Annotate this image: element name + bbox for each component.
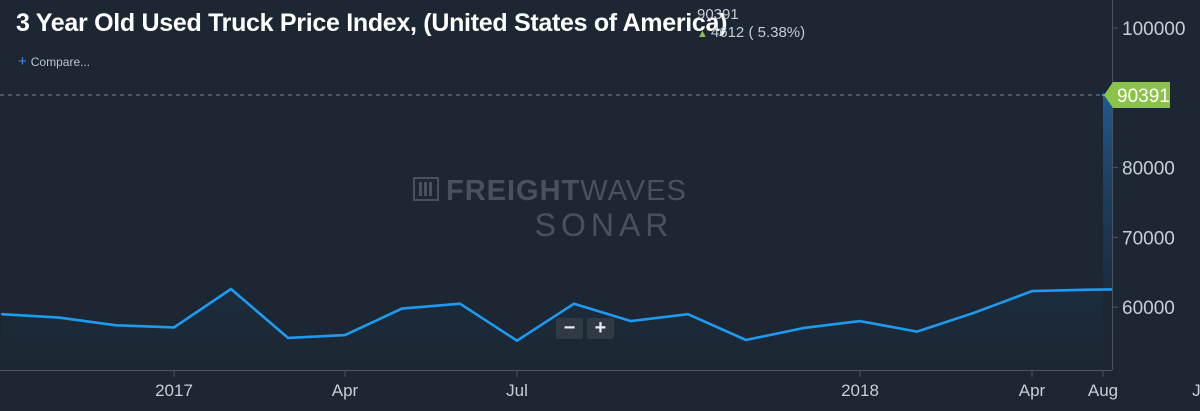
compare-button[interactable]: + Compare... (18, 53, 90, 70)
change-percent: ( 5.38%) (748, 24, 806, 41)
watermark-freight: FREIGHT (446, 175, 580, 207)
data-point[interactable] (400, 307, 404, 310)
watermark: FREIGHTWAVES SONAR (413, 175, 687, 243)
data-point[interactable] (1145, 288, 1147, 290)
data-point[interactable] (1101, 93, 1105, 97)
y-tick-label: 70000 (1122, 228, 1175, 249)
x-tick-label: 2018 (841, 381, 879, 400)
x-tick-label: Aug (1088, 381, 1118, 400)
price-summary: 90391 ▲ 4612 ( 5.38%) (697, 6, 805, 43)
data-point[interactable] (286, 336, 290, 340)
plus-icon: + (18, 53, 27, 70)
y-tick-label: 60000 (1122, 298, 1175, 319)
data-point[interactable] (972, 311, 976, 314)
x-tick-label: Jul (506, 381, 528, 400)
data-point[interactable] (343, 333, 347, 337)
compare-label: Compare... (30, 55, 91, 69)
last-value: 90391 (697, 6, 739, 23)
price-change-row: ▲ 4612 ( 5.38%) (697, 24, 805, 43)
watermark-sonar: SONAR (535, 207, 674, 243)
x-tick-label: Apr (332, 381, 359, 400)
x-tick-label: Jul (1192, 381, 1200, 400)
change-value: 4612 (710, 24, 745, 41)
svg-text:FREIGHTWAVES: FREIGHTWAVES (446, 175, 687, 207)
data-point[interactable] (858, 319, 862, 323)
data-point[interactable] (57, 316, 61, 319)
y-tick-label: 80000 (1122, 159, 1175, 180)
data-point[interactable] (0, 313, 4, 316)
data-point[interactable] (801, 326, 805, 330)
y-tick-label: 100000 (1122, 19, 1185, 40)
data-point[interactable] (515, 339, 519, 342)
x-tick-label: Apr (1019, 381, 1046, 400)
data-point[interactable] (1087, 288, 1091, 291)
last-value-badge-label: 90391 (1117, 86, 1170, 107)
x-tick-label: 2017 (155, 381, 193, 400)
data-point[interactable] (1030, 289, 1034, 293)
series-line (1, 93, 1112, 342)
data-point[interactable] (686, 313, 690, 316)
data-point[interactable] (114, 324, 118, 327)
data-point[interactable] (229, 287, 233, 291)
data-point[interactable] (458, 302, 462, 305)
last-value-badge: 90391 (1104, 82, 1170, 109)
data-point[interactable] (915, 330, 919, 333)
zoom-out-button[interactable]: − (556, 318, 583, 339)
zoom-in-button[interactable]: + (587, 318, 614, 339)
data-point[interactable] (744, 338, 748, 342)
watermark-waves: WAVES (580, 175, 687, 207)
data-point[interactable] (172, 326, 176, 329)
data-point[interactable] (629, 319, 633, 323)
zoom-controls: − + (556, 318, 614, 339)
data-point[interactable] (572, 302, 576, 305)
chart-title: 3 Year Old Used Truck Price Index, (Unit… (16, 9, 728, 37)
freightwaves-logo-icon (413, 177, 439, 201)
up-arrow-icon: ▲ (697, 28, 708, 40)
